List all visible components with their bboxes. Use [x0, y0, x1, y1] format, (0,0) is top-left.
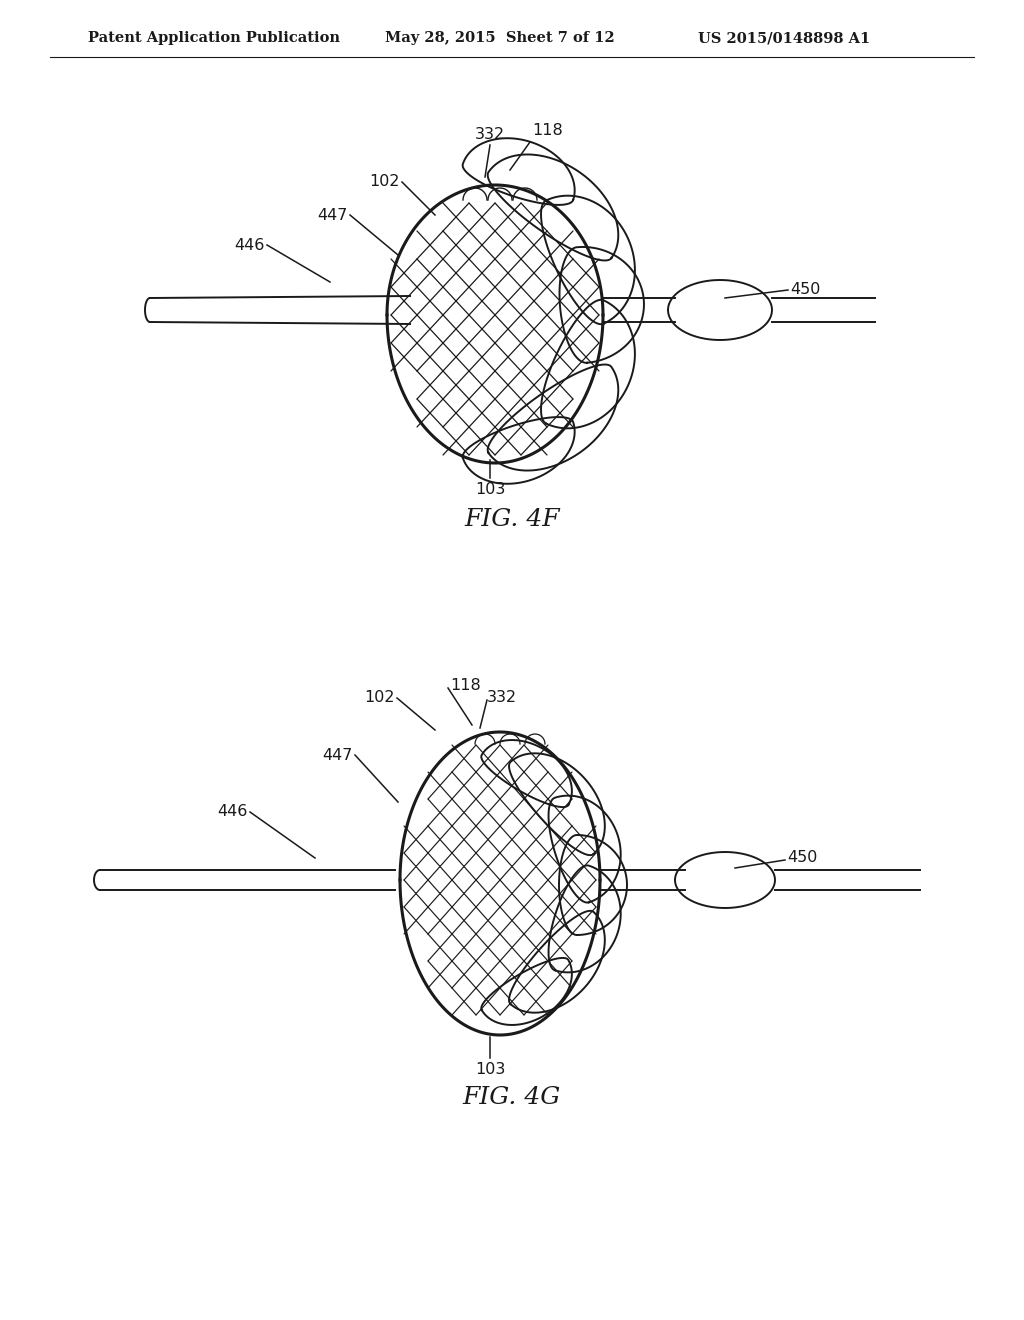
Text: US 2015/0148898 A1: US 2015/0148898 A1	[698, 30, 870, 45]
Text: 450: 450	[790, 282, 820, 297]
Text: 103: 103	[475, 1063, 505, 1077]
Text: 332: 332	[487, 689, 517, 705]
Text: FIG. 4G: FIG. 4G	[463, 1086, 561, 1110]
Text: 118: 118	[532, 123, 563, 139]
Text: 446: 446	[234, 238, 265, 252]
Text: 446: 446	[218, 804, 248, 820]
Text: Patent Application Publication: Patent Application Publication	[88, 30, 340, 45]
Text: 447: 447	[323, 747, 353, 763]
Text: 118: 118	[450, 677, 480, 693]
Text: 450: 450	[787, 850, 817, 866]
Text: 102: 102	[370, 174, 400, 190]
Text: FIG. 4F: FIG. 4F	[464, 508, 560, 532]
Text: 102: 102	[365, 690, 395, 705]
Text: 332: 332	[475, 127, 505, 143]
Text: 447: 447	[317, 207, 348, 223]
Text: May 28, 2015  Sheet 7 of 12: May 28, 2015 Sheet 7 of 12	[385, 30, 614, 45]
Text: 103: 103	[475, 482, 505, 498]
